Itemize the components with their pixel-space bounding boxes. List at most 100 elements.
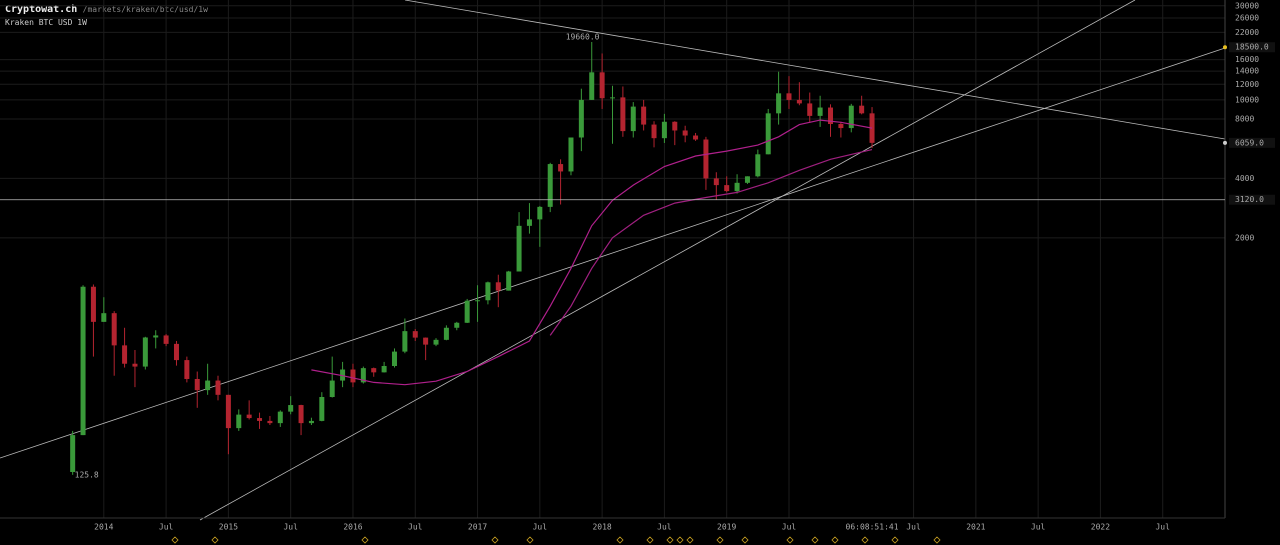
candle-body [90,286,96,322]
candle-body [80,286,86,436]
candle-body [807,103,813,116]
trend-line [199,0,1136,521]
trend-line [404,0,1226,140]
candle-body [703,139,709,179]
candle-body [350,369,356,383]
candle-body [693,135,699,140]
candle-body [589,72,595,100]
price-label: 3120.0 [1235,195,1264,204]
price-marker [1223,45,1227,50]
candle-body [381,366,387,373]
candle-body [485,282,491,301]
candle-body [454,322,460,328]
price-label: 18500.0 [1235,43,1269,52]
candle-body [142,337,148,367]
candle-body [464,300,470,323]
candle-body [173,343,179,361]
candle-body [298,405,304,424]
candle-body [651,124,657,139]
x-tick-label: Jul [533,523,548,532]
candle-body [475,300,481,302]
candle-body [236,414,242,429]
price-label: 6059.0 [1235,138,1264,147]
candle-body [724,185,730,192]
y-tick-label: 4000 [1235,174,1254,183]
candle-body [225,394,231,429]
candle-body [630,106,636,132]
candle-body [765,113,771,155]
candle-body [838,124,844,129]
x-tick-label: 2021 [966,523,985,532]
candle-body [194,378,200,391]
candle-body [859,105,865,114]
x-tick-label: Jul [283,523,298,532]
candle-body [423,337,429,345]
candle-body [516,225,522,272]
market-title: Kraken BTC USD 1W [5,18,87,27]
countdown: 06:08:51:41 [846,523,899,532]
y-tick-label: 22000 [1235,28,1259,37]
candle-body [641,106,647,125]
event-markers [171,536,941,544]
candle-body [537,206,543,220]
x-tick-label: Jul [657,523,672,532]
candle-body [111,313,117,346]
candle-body [329,380,335,397]
candle-body [610,97,615,99]
candle-body [215,380,221,395]
candle-body [672,121,678,131]
candle-body [713,178,719,186]
x-tick-label: Jul [159,523,174,532]
candle-body [755,154,761,177]
candle-body [319,396,325,421]
candle-body [744,176,750,183]
candle-body [288,405,294,412]
candle-body [620,97,626,132]
y-tick-label: 16000 [1235,55,1259,64]
price-marker [1223,140,1227,145]
candle-body [682,130,688,136]
moving-average [549,149,873,336]
candle-body [205,380,211,391]
site-name[interactable]: Cryptowat.ch [5,4,78,15]
price-label-bg [1229,137,1275,148]
moving-average [311,119,873,386]
candle-body [402,331,408,352]
y-tick-label: 2000 [1235,233,1254,242]
x-tick-label: Jul [906,523,921,532]
candle-body [526,219,532,226]
candle-body [734,182,740,192]
header: Cryptowat.ch /markets/kraken/btc/usd/1w [5,4,208,15]
x-tick-label: 2018 [592,523,611,532]
y-tick-label: 26000 [1235,14,1259,23]
x-tick-label: 2014 [94,523,113,532]
x-tick-label: Jul [1155,523,1170,532]
x-tick-label: Jul [408,523,423,532]
y-tick-label: 14000 [1235,67,1259,76]
y-tick-label: 8000 [1235,115,1254,124]
x-tick-label: 2022 [1091,523,1110,532]
candle-body [506,271,512,291]
candle-body [433,339,439,345]
price-label-bg [1229,194,1275,205]
x-tick-label: 2019 [717,523,736,532]
candle-body [443,327,449,340]
candle-body [848,105,854,129]
candle-body [153,335,159,338]
price-annotation: 125.8 [75,470,99,479]
x-tick-label: Jul [1031,523,1046,532]
candle-body [568,137,574,172]
candle-body [776,93,782,114]
candle-body [163,335,169,344]
candle-body [869,113,875,143]
candle-body [391,351,397,367]
candle-body [578,99,584,138]
y-tick-label: 12000 [1235,80,1259,89]
candle-body [257,418,263,421]
candle-body [412,331,418,338]
candle-body [786,93,792,100]
candle-body [122,345,128,364]
trend-line [0,47,1226,459]
